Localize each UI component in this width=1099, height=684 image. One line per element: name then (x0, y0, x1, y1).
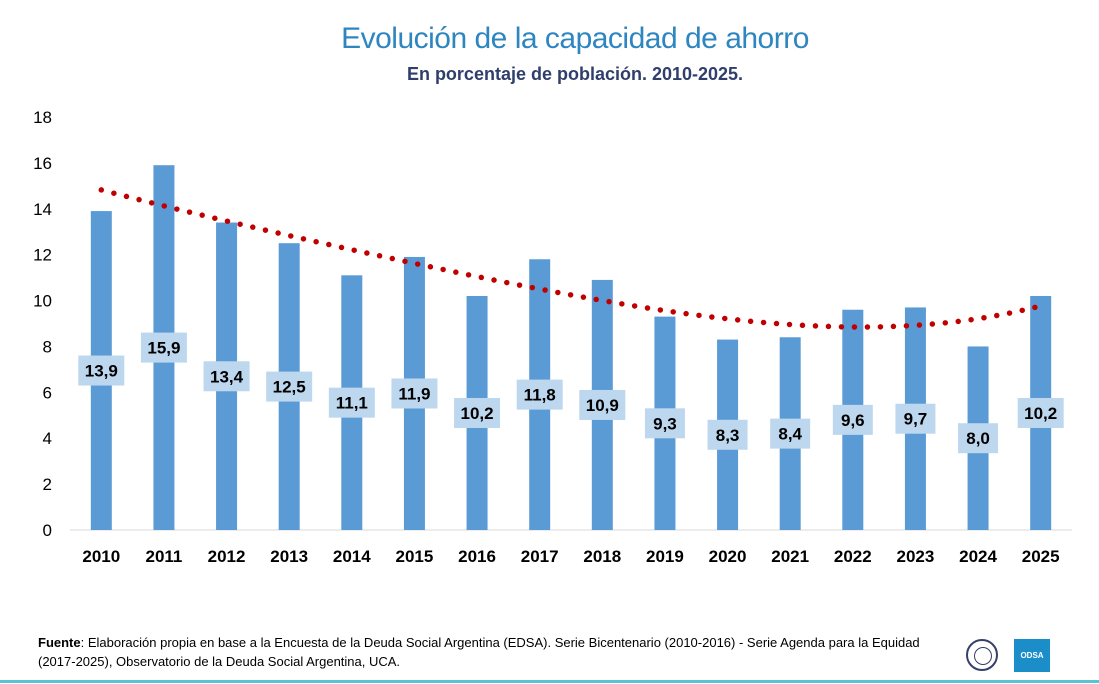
data-label: 13,9 (85, 362, 118, 381)
bottom-rule (0, 680, 1099, 683)
data-label: 10,2 (461, 404, 494, 423)
data-label: 8,3 (716, 426, 740, 445)
x-tick-label: 2010 (82, 547, 120, 566)
data-label: 12,5 (273, 378, 306, 397)
y-tick-label: 8 (43, 337, 52, 356)
y-tick-label: 4 (43, 429, 52, 448)
data-label: 8,0 (966, 429, 990, 448)
y-tick-label: 14 (33, 200, 52, 219)
source-label: Fuente (38, 635, 81, 650)
data-label-box (770, 418, 811, 449)
x-tick-label: 2015 (396, 547, 434, 566)
data-label: 11,9 (398, 384, 430, 403)
y-tick-label: 2 (43, 475, 52, 494)
data-label: 8,4 (778, 425, 802, 444)
y-tick-label: 16 (33, 154, 52, 173)
x-tick-label: 2019 (646, 547, 684, 566)
data-label-box (516, 379, 563, 410)
bar-chart: 0 2 4 6 8 10 12 14 16 18 2010 2011 2012 2013 2014 2015 2… (33, 108, 1072, 566)
odsa-logo: ODSA (1014, 639, 1050, 672)
data-label-box (203, 361, 250, 392)
data-label-box (579, 389, 626, 420)
x-tick-label: 2011 (145, 547, 182, 566)
data-label-box (644, 408, 685, 439)
data-label: 9,3 (653, 414, 677, 433)
data-label-box (895, 403, 936, 434)
chart-subtitle: En porcentaje de población. 2010-2025. (406, 64, 744, 84)
data-label-box (1017, 397, 1064, 428)
x-tick-label: 2021 (771, 547, 809, 566)
x-tick-label: 2024 (959, 547, 997, 566)
data-label: 9,6 (841, 411, 865, 430)
data-label-box (328, 387, 375, 418)
data-label: 11,1 (336, 394, 368, 413)
source-note: Fuente: Elaboración propia en base a la … (38, 633, 938, 671)
x-tick-label: 2018 (583, 547, 621, 566)
x-tick-label: 2013 (270, 547, 308, 566)
chart-title: Evolución de la capacidad de ahorro (341, 22, 809, 55)
data-label-box (78, 355, 125, 386)
data-label-box (707, 419, 748, 450)
x-tick-label: 2017 (521, 547, 559, 566)
data-label: 9,7 (904, 410, 928, 429)
data-label: 15,9 (147, 339, 180, 358)
data-label-box (391, 378, 438, 409)
uca-seal-logo (966, 639, 998, 671)
y-tick-label: 6 (43, 383, 52, 402)
data-label: 11,8 (524, 386, 556, 405)
trendline (98, 187, 1044, 330)
x-tick-label: 2012 (208, 547, 246, 566)
data-label-box (454, 397, 501, 428)
y-tick-label: 12 (33, 246, 52, 265)
data-label-box (832, 404, 873, 435)
x-tick-label: 2016 (458, 547, 496, 566)
x-tick-label: 2014 (333, 547, 371, 566)
x-tick-label: 2025 (1022, 547, 1060, 566)
data-label: 10,9 (586, 396, 619, 415)
x-tick-label: 2023 (897, 547, 935, 566)
x-tick-label: 2022 (834, 547, 872, 566)
y-tick-label: 18 (33, 108, 52, 127)
data-label: 10,2 (1024, 404, 1057, 423)
y-tick-label: 0 (43, 521, 52, 540)
data-label-box (958, 423, 999, 454)
data-label-box (266, 371, 313, 402)
data-label: 13,4 (210, 367, 244, 386)
y-tick-label: 10 (33, 292, 52, 311)
x-tick-label: 2020 (709, 547, 747, 566)
data-label-box (140, 332, 187, 363)
source-text: : Elaboración propia en base a la Encues… (38, 635, 920, 669)
